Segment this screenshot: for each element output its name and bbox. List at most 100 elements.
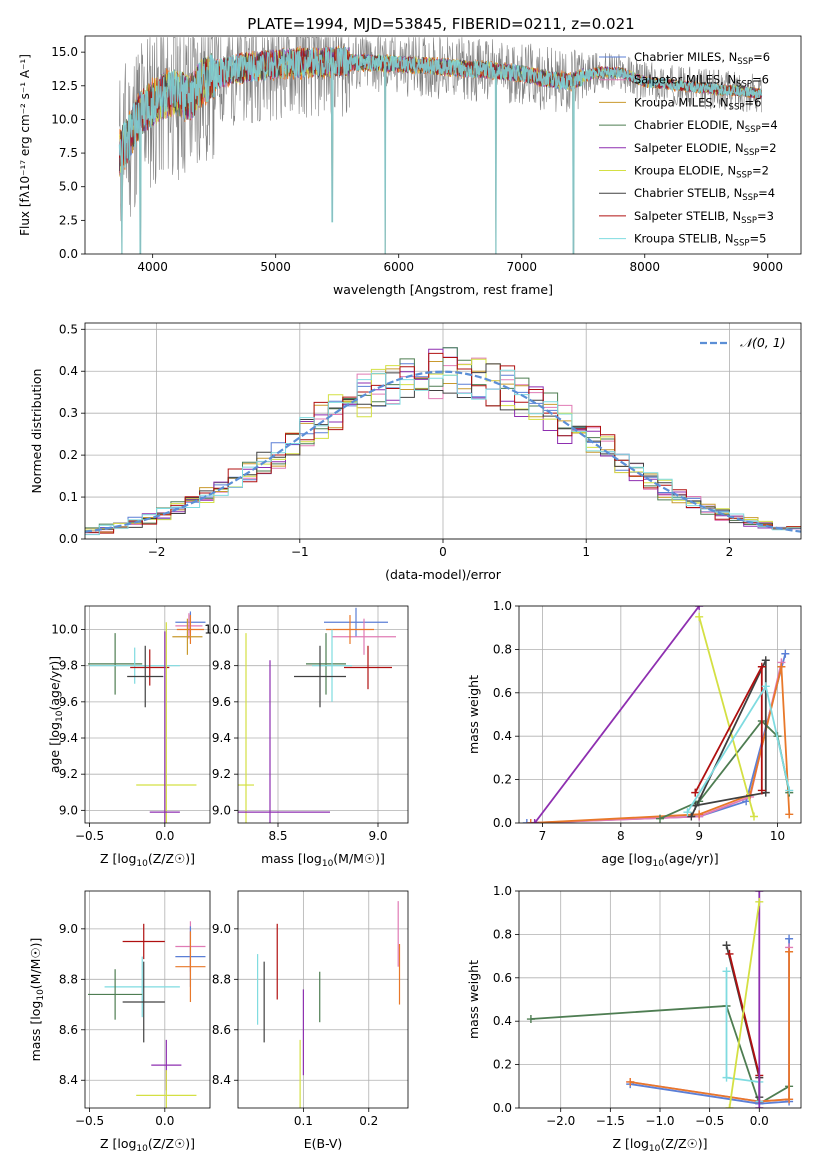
- legend-entry-suffix: =6: [744, 95, 761, 109]
- x-tick-label: 1: [582, 545, 590, 559]
- weight-series: [687, 656, 770, 821]
- weight-marker: [722, 967, 731, 976]
- weight-marker: [695, 606, 704, 610]
- y-tick-label: 0.2: [59, 448, 78, 462]
- mass-vs-Z-axes-grid: [85, 891, 210, 1108]
- legend-entry-sub: SSP: [736, 80, 752, 90]
- legend-entry-main: Kroupa STELIB, N: [634, 232, 734, 246]
- x-tick-label: −0.5: [695, 1114, 724, 1128]
- x-axis-label: E(B-V): [304, 1136, 343, 1151]
- weight-marker: [530, 819, 539, 823]
- weight-line: [630, 951, 790, 1103]
- mass-vs-EBV-axes-plot: [257, 901, 401, 1108]
- error-point: [122, 961, 165, 1043]
- weight-marker: [750, 812, 758, 821]
- error-point: [172, 618, 203, 655]
- y-tick-label: 9.2: [59, 767, 78, 781]
- y-tick-label: 0.8: [493, 642, 512, 656]
- y-axis-label-sub: 10: [55, 710, 65, 722]
- y-tick-label: 9.0: [212, 803, 231, 817]
- age-vs-mass-axes-grid: [238, 606, 408, 823]
- y-axis-label-rest: (M/M☉)]: [28, 938, 43, 990]
- error-point: [238, 633, 254, 823]
- weight-vs-Z-axes-plot: [526, 891, 794, 1108]
- legend-entry-suffix: =5: [749, 232, 766, 246]
- y-tick-label: 0.3: [59, 406, 78, 420]
- y-tick-label: 9.0: [212, 922, 231, 936]
- weight-marker: [781, 649, 790, 658]
- weight-series: [725, 897, 764, 1108]
- x-tick-label: 6000: [383, 260, 414, 274]
- legend-entry: Kroupa STELIB, NSSP=5: [634, 232, 766, 249]
- x-tick-label: −2: [148, 545, 166, 559]
- y-tick-label: 10.0: [51, 112, 78, 126]
- model-line-kroupa-stelib: [118, 45, 763, 254]
- x-tick-label: 2: [726, 545, 734, 559]
- weight-series: [683, 682, 794, 817]
- weight-marker: [755, 891, 764, 895]
- weight-vs-Z-axes-ticks: −2.0 −1.5 −1.0 −0.5 0.0 0.0 0.2 0.4 0.6 0.8 1.0: [493, 884, 769, 1128]
- y-tick-label: 0.0: [59, 247, 78, 261]
- y-tick-label: 15.0: [51, 45, 78, 59]
- residuals-axes-frame: [84, 322, 802, 540]
- weight-marker: [757, 786, 766, 795]
- x-tick-label: 9000: [753, 260, 784, 274]
- y-axis-label: mass weight: [466, 675, 481, 754]
- y-tick-label: 5.0: [59, 180, 78, 194]
- spectrum-legend: Chabrier MILES, NSSP=6 Salpeter MILES, NS…: [599, 50, 778, 249]
- legend-entry-main: Kroupa ELODIE, N: [634, 164, 736, 178]
- legend-entry-sub: SSP: [736, 171, 752, 181]
- weight-marker: [785, 934, 794, 943]
- x-tick-label: 0.0: [155, 1114, 174, 1128]
- weight-marker: [522, 819, 531, 823]
- legend-entry: Chabrier MILES, NSSP=6: [634, 50, 770, 67]
- x-tick-label: 8000: [629, 260, 660, 274]
- figure-title: PLATE=1994, MJD=53845, FIBERID=0211, z=0…: [247, 15, 634, 33]
- weight-series: [695, 612, 758, 821]
- error-point: [176, 615, 204, 644]
- error-point: [326, 615, 374, 644]
- weight-line: [530, 1005, 790, 1106]
- legend-entry-sub: SSP: [729, 102, 745, 112]
- legend-entry-sub: SSP: [737, 57, 753, 67]
- age-vs-Z-axes-frame: [84, 605, 211, 824]
- y-tick-label: 1.0: [493, 884, 512, 898]
- x-axis-label-main: Z [log: [100, 1136, 136, 1151]
- legend-entry-main: Chabrier ELODIE, N: [634, 118, 745, 132]
- legend-entry-suffix: =6: [752, 73, 769, 87]
- legend-entry-suffix: =2: [752, 164, 769, 178]
- x-axis-label: age [log10(age/yr)]: [601, 851, 718, 869]
- legend-entry-suffix: =4: [758, 186, 775, 200]
- x-axis-label: mass [log10(M/M☉)]: [261, 851, 385, 869]
- x-axis-label: (data-model)/error: [385, 567, 502, 582]
- x-tick-label: 7: [539, 829, 547, 843]
- error-point: [324, 607, 388, 637]
- histogram-salpeter-stelib: [85, 352, 801, 534]
- weight-marker: [626, 1077, 635, 1086]
- age-vs-Z-axes-grid: [85, 606, 210, 823]
- x-tick-label: 9.0: [368, 829, 387, 843]
- error-point: [104, 956, 180, 1018]
- y-axis-label: Flux [fλ10⁻¹⁷ erg cm⁻² s⁻¹ A⁻¹]: [18, 54, 32, 236]
- x-axis-label-rest: (Z/Z☉)]: [148, 851, 195, 866]
- legend-entry: Salpeter MILES, NSSP=6: [634, 73, 769, 90]
- weight-marker: [526, 819, 535, 823]
- histogram-chabrier-stelib: [85, 363, 801, 533]
- age-vs-Z-axes: −0.5 0.09.09.29.49.69.810.0Z [log10(Z/Z☉)…: [47, 605, 211, 869]
- weight-vs-age-axes-ticks: 7 8 9 10 0.0 0.2 0.4 0.6 0.8 1.0: [493, 599, 785, 843]
- y-tick-label: 8.8: [59, 972, 78, 986]
- weight-marker: [761, 682, 770, 691]
- error-point: [238, 660, 330, 823]
- y-axis-label-main: mass [log: [28, 1001, 43, 1062]
- y-tick-label: 1.0: [493, 599, 512, 613]
- weight-marker: [785, 786, 794, 795]
- weight-marker: [755, 897, 764, 906]
- weight-marker: [683, 808, 692, 817]
- x-axis-label-main: Z [log: [100, 851, 136, 866]
- x-axis-label-sub: 10: [322, 859, 334, 869]
- weight-series: [722, 967, 764, 1106]
- x-tick-label: 7000: [506, 260, 537, 274]
- legend-entry-sub: SSP: [742, 193, 758, 203]
